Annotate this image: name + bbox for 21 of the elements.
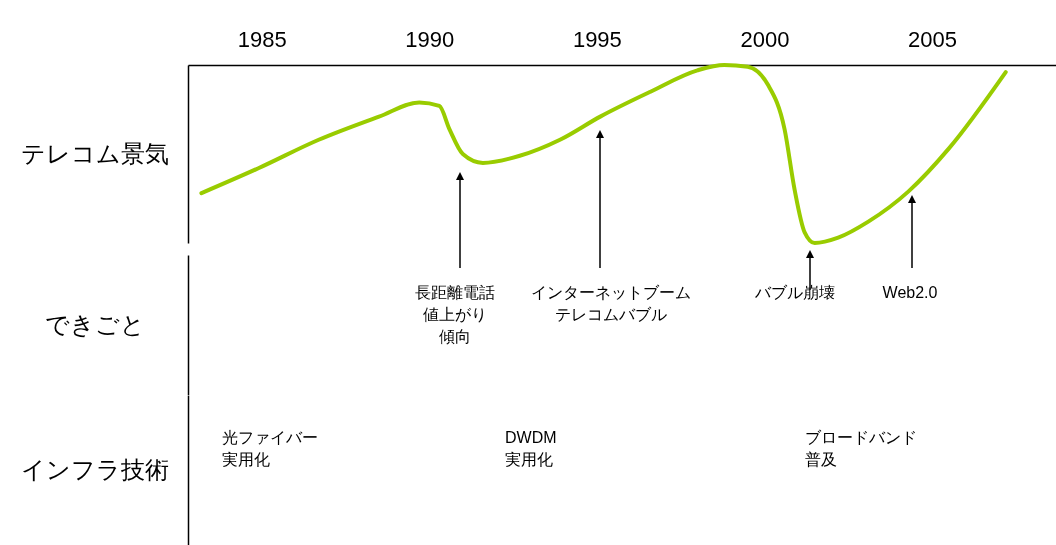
x-tick-label: 1985: [237, 26, 287, 52]
text: バブル崩壊: [754, 284, 835, 301]
x-tick-label: 2005: [908, 26, 957, 52]
text: DWDM: [505, 429, 557, 446]
text: 実用化: [505, 451, 553, 468]
x-tick-label: 1990: [405, 26, 455, 52]
text: Web2.0: [882, 284, 938, 301]
text: 光ファイバー: [222, 429, 318, 446]
text: 傾向: [439, 328, 471, 345]
text: インターネットブーム: [531, 284, 691, 301]
text: インフラ技術: [20, 455, 169, 483]
x-tick-label: 1995: [572, 26, 622, 52]
text: 普及: [805, 451, 837, 468]
text: ブロードバンド: [805, 429, 917, 446]
text: 実用化: [222, 451, 270, 468]
text: 長距離電話: [415, 284, 495, 301]
text: できごと: [44, 310, 145, 338]
text: テレコムバブル: [555, 306, 667, 323]
y-axis-title: テレコム景気: [20, 139, 169, 167]
text: 値上がり: [423, 306, 487, 323]
x-tick-label: 2000: [740, 26, 790, 52]
